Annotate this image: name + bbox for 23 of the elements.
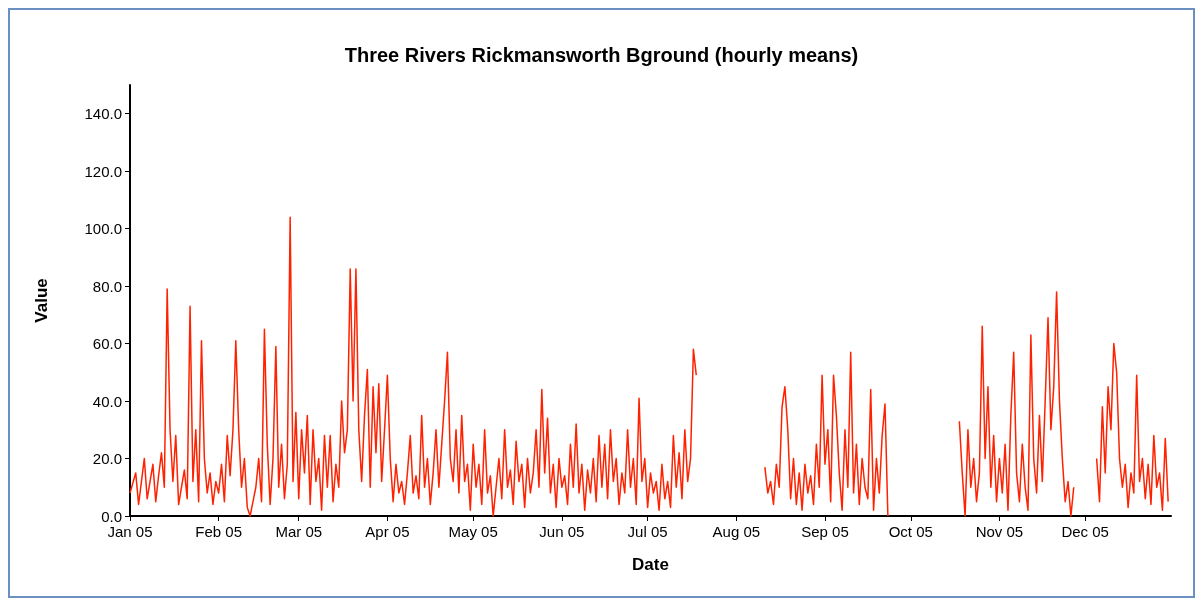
x-tick-label: Feb 05 bbox=[195, 523, 243, 540]
x-tick-label: Jan 05 bbox=[107, 523, 153, 540]
y-tick-label: 60.0 bbox=[92, 335, 122, 353]
y-tick-label: 80.0 bbox=[92, 277, 122, 295]
y-tick-label: 0.0 bbox=[101, 507, 122, 525]
y-tick-label: 20.0 bbox=[92, 450, 122, 468]
x-tick-label: Aug 05 bbox=[712, 523, 761, 540]
y-tick-label: 100.0 bbox=[84, 220, 122, 238]
x-axis-title: Date bbox=[632, 555, 669, 574]
y-tick-label: 140.0 bbox=[84, 105, 122, 123]
y-tick-label: 120.0 bbox=[84, 162, 122, 180]
x-tick-label: Sep 05 bbox=[801, 523, 849, 540]
y-axis-title: Value bbox=[32, 278, 51, 323]
x-tick-label: May 05 bbox=[448, 523, 498, 540]
x-tick-label: Mar 05 bbox=[275, 523, 323, 540]
x-tick-label: Jun 05 bbox=[539, 523, 585, 540]
x-tick-label: Oct 05 bbox=[888, 523, 933, 540]
x-tick-label: Nov 05 bbox=[975, 523, 1024, 540]
x-tick-label: Dec 05 bbox=[1061, 523, 1109, 540]
x-tick-label: Apr 05 bbox=[365, 523, 410, 540]
y-tick-label: 40.0 bbox=[92, 392, 122, 410]
x-tick-label: Jul 05 bbox=[627, 523, 668, 540]
chart-title: Three Rivers Rickmansworth Bground (hourly means) bbox=[344, 44, 859, 66]
